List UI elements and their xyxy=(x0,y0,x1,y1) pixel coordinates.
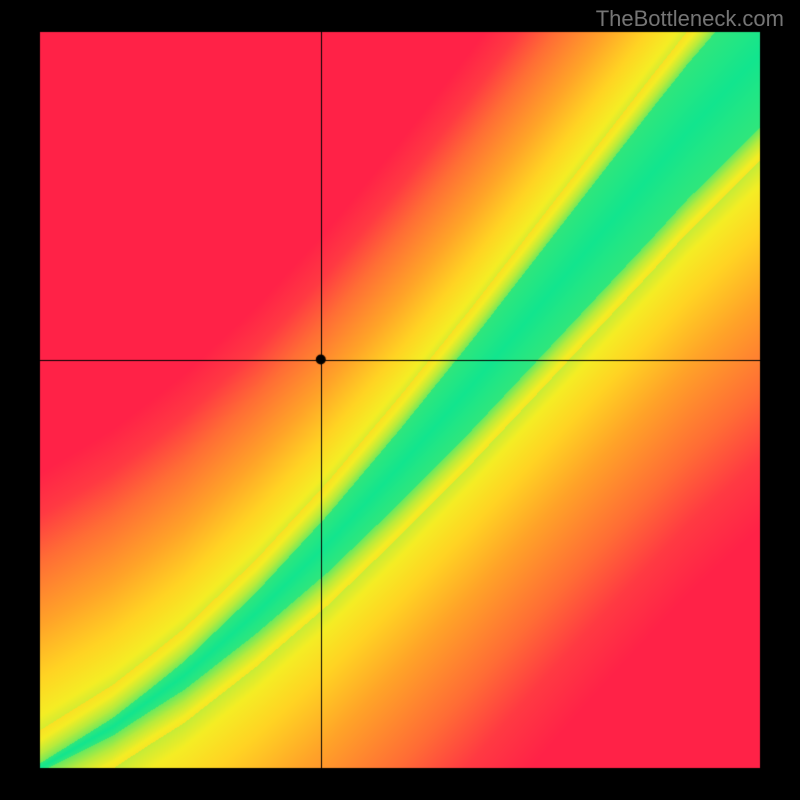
heatmap-canvas xyxy=(0,0,800,800)
chart-container: TheBottleneck.com xyxy=(0,0,800,800)
watermark-text: TheBottleneck.com xyxy=(596,6,784,32)
